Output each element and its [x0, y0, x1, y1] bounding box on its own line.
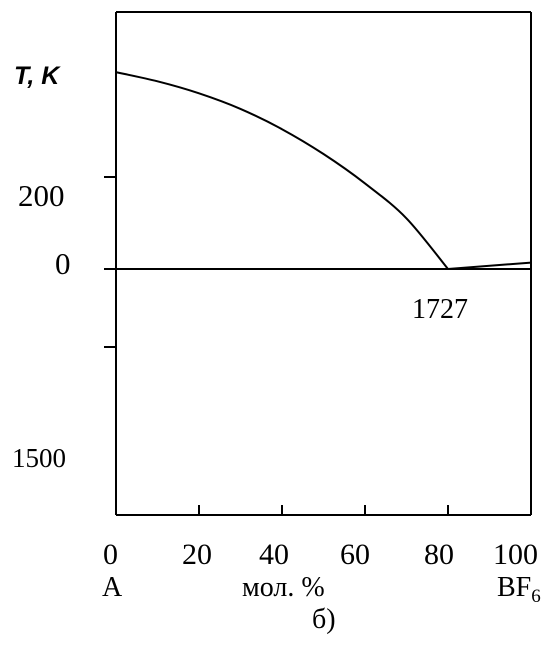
y-label-0: 0 — [55, 246, 71, 281]
series-line-0 — [115, 71, 449, 270]
x-tick-label-20: 20 — [182, 538, 212, 571]
figure-caption: б) — [312, 604, 336, 635]
y-label-200: 200 — [18, 178, 65, 213]
x-tick-marks — [198, 505, 449, 515]
x-end-label-right-base: BF — [497, 572, 531, 603]
x-tick-label-100: 100 — [493, 538, 538, 571]
series-layer — [115, 71, 532, 270]
x-tick-label-40: 40 — [259, 538, 289, 571]
x-end-label-right: BF6 — [497, 572, 541, 607]
y-label-1500: 1500 — [12, 443, 66, 473]
x-axis-label: мол. % — [242, 572, 325, 603]
y-axis-label: T, K — [14, 62, 61, 90]
annotation-1727: 1727 — [412, 294, 468, 325]
series-line-1 — [447, 261, 532, 270]
x-tick-label-60: 60 — [340, 538, 370, 571]
x-end-label-right-sub: 6 — [531, 586, 541, 607]
x-end-label-left: A — [102, 572, 123, 603]
x-tick-label-80: 80 — [424, 538, 454, 571]
x-tick-label-0: 0 — [103, 538, 118, 571]
